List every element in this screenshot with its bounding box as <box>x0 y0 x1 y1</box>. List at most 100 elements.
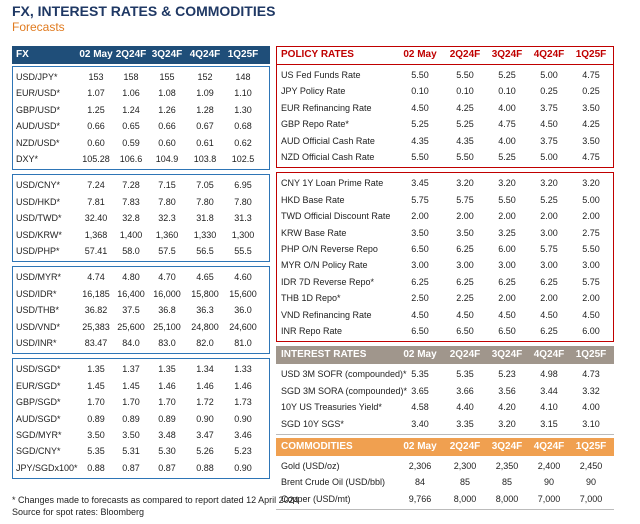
cell: 4.73 <box>582 369 600 380</box>
cell: 4.75 <box>582 152 600 162</box>
cell: 2.00 <box>456 211 474 222</box>
cell: 3.47 <box>196 430 214 440</box>
cell: 5.26 <box>196 446 214 457</box>
cell: 4.65 <box>196 272 214 283</box>
cell: 0.10 <box>456 86 474 97</box>
row-label: DXY* <box>16 154 39 164</box>
cell: 158 <box>123 72 139 82</box>
cell: 0.90 <box>234 462 252 473</box>
cell: 102.5 <box>231 154 255 164</box>
row-label: SGD 3M SORA (compounded)* <box>281 385 408 396</box>
cell: 0.10 <box>411 86 429 97</box>
section-title: INTEREST RATES <box>281 349 367 361</box>
row-label: GBP/USD* <box>16 104 61 115</box>
cell: 0.62 <box>234 137 252 148</box>
cell: 15,800 <box>191 288 219 299</box>
row-label: EUR/SGD* <box>16 380 61 391</box>
cell: 84.0 <box>122 338 140 348</box>
row-label: USD/VND* <box>16 321 61 332</box>
row-label: USD/JPY* <box>16 72 58 82</box>
cell: 3.20 <box>498 178 516 189</box>
cell: 2,450 <box>579 461 603 471</box>
cell: 3.00 <box>582 260 600 271</box>
cell: 4.58 <box>411 402 429 413</box>
cell: 31.3 <box>234 213 252 224</box>
cell: 0.66 <box>87 121 105 132</box>
group-box <box>276 46 614 169</box>
cell: 0.87 <box>158 462 176 473</box>
cell: 0.90 <box>196 413 214 424</box>
cell: 5.25 <box>540 194 558 205</box>
cell: 6.25 <box>498 276 516 287</box>
cell: 0.25 <box>582 86 600 97</box>
column-header: 2Q24F <box>449 349 481 361</box>
row-label: MYR O/N Policy Rate <box>281 260 368 271</box>
cell: 0.59 <box>122 137 140 148</box>
cell: 4.50 <box>540 309 558 320</box>
cell: 2.75 <box>582 227 600 238</box>
cell: 7.28 <box>122 180 140 191</box>
cell: 1.45 <box>122 380 140 391</box>
column-header: 3Q24F <box>491 441 523 452</box>
cell: 4.74 <box>87 272 105 283</box>
column-header: 02 May <box>403 49 437 60</box>
cell: 0.60 <box>87 137 105 148</box>
row-label: USD/TWD* <box>16 213 62 224</box>
cell: 4.50 <box>411 102 429 113</box>
cell: 0.60 <box>158 137 176 148</box>
column-header: 3Q24F <box>151 49 183 60</box>
cell: 5.50 <box>456 70 474 80</box>
section-line <box>276 509 614 511</box>
cell: 1.72 <box>196 397 214 408</box>
cell: 4.10 <box>540 402 558 413</box>
header-bar <box>12 46 270 64</box>
cell: 58.0 <box>122 246 140 256</box>
cell: 2,400 <box>537 461 561 471</box>
cell: 3.56 <box>498 385 516 396</box>
cell: 6.50 <box>456 326 474 336</box>
cell: 1.70 <box>87 397 105 408</box>
cell: 4.35 <box>411 135 429 146</box>
cell: 3.00 <box>540 260 558 271</box>
cell: 83.0 <box>158 338 176 348</box>
row-label: USD/IDR* <box>16 288 57 299</box>
cell: 1.09 <box>196 88 214 99</box>
cell: 0.66 <box>158 121 176 132</box>
cell: 7.83 <box>122 196 140 207</box>
cell: 3.50 <box>582 135 600 146</box>
cell: 6.00 <box>582 326 600 336</box>
group-box <box>276 172 614 343</box>
cell: 0.89 <box>87 413 105 424</box>
cell: 1.07 <box>87 88 105 99</box>
row-label: Copper (USD/mt) <box>281 493 351 504</box>
cell: 4.75 <box>498 119 516 130</box>
cell: 15,600 <box>229 288 257 299</box>
cell: 9,766 <box>408 493 432 504</box>
cell: 0.87 <box>122 462 140 473</box>
cell: 5.00 <box>582 194 600 205</box>
cell: 3.65 <box>411 385 429 396</box>
cell: 5.25 <box>498 152 516 162</box>
cell: 4.50 <box>411 309 429 320</box>
cell: 5.75 <box>411 194 429 205</box>
cell: 90 <box>585 477 596 488</box>
cell: 5.35 <box>411 369 429 380</box>
cell: 0.88 <box>196 462 214 473</box>
cell: 5.75 <box>456 194 474 205</box>
row-label: 10Y US Treasuries Yield* <box>281 402 382 413</box>
cell: 2,306 <box>408 461 432 471</box>
cell: 85 <box>501 477 512 488</box>
cell: 2,300 <box>453 461 477 471</box>
cell: 1.26 <box>158 104 176 115</box>
section-title: FX <box>16 49 29 60</box>
cell: 1,360 <box>155 229 179 240</box>
cell: 153 <box>88 72 104 82</box>
footnote: Source for spot rates: Bloomberg <box>12 507 145 517</box>
cell: 5.25 <box>498 70 516 80</box>
column-header: 02 May <box>403 441 437 452</box>
cell: 4.75 <box>582 70 600 80</box>
cell: 2.00 <box>582 293 600 304</box>
cell: 3.75 <box>540 102 558 113</box>
row-label: JPY Policy Rate <box>281 86 346 97</box>
row-label: Gold (USD/oz) <box>281 461 340 471</box>
